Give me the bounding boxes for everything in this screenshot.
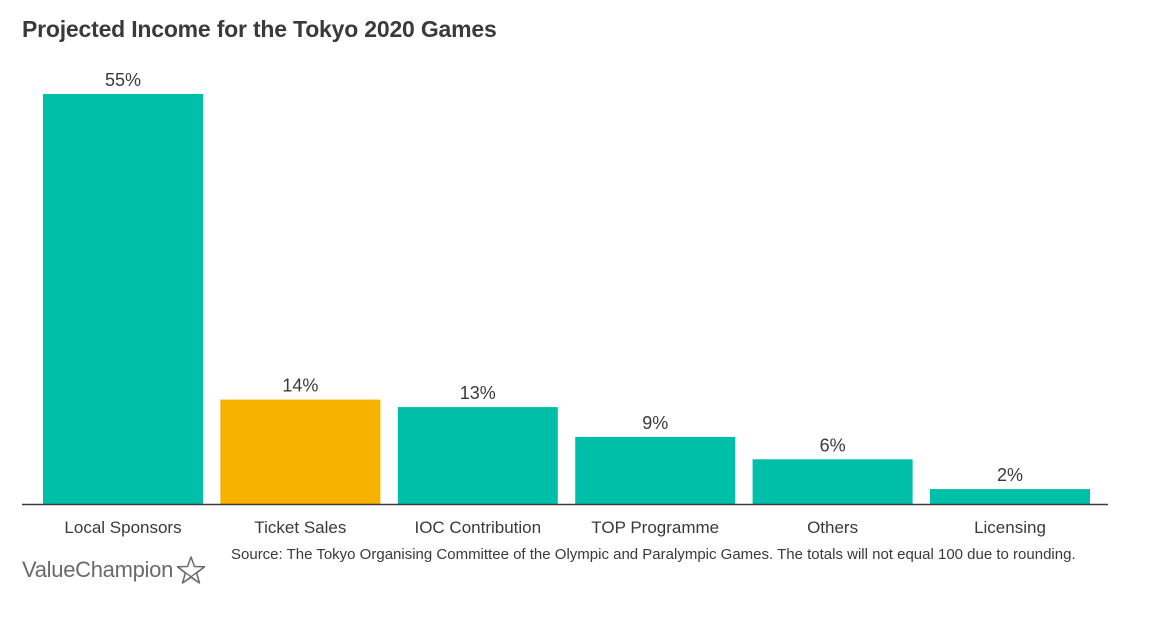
- bar-ioc-contribution: [397, 407, 558, 504]
- category-label: Others: [807, 518, 858, 537]
- brand-logo: ValueChampion: [22, 555, 206, 585]
- source-note: Source: The Tokyo Organising Committee o…: [231, 546, 1076, 563]
- bar-licensing: [930, 489, 1090, 504]
- bar-chart: 55% 14% 13% 9% 6% 2% Local Sponsors Ticket Sal…: [22, 70, 1108, 537]
- value-labels-group: 55% 14% 13% 9% 6% 2%: [105, 70, 1023, 485]
- category-label: Local Sponsors: [64, 518, 181, 537]
- bars-group: [43, 94, 1090, 504]
- value-label: 14%: [282, 376, 318, 396]
- value-label: 55%: [105, 70, 141, 90]
- bar-local-sponsors: [43, 94, 203, 504]
- category-label: TOP Programme: [591, 518, 719, 537]
- category-labels-group: Local Sponsors Ticket Sales IOC Contributi…: [64, 518, 1046, 537]
- bar-ticket-sales: [220, 399, 381, 504]
- category-label: Licensing: [974, 518, 1046, 537]
- star-outline-icon: [176, 556, 206, 584]
- bar-others: [752, 459, 913, 504]
- value-label: 13%: [460, 383, 496, 403]
- category-label: IOC Contribution: [414, 518, 541, 537]
- brand-name: ValueChampion: [22, 557, 174, 582]
- value-label: 2%: [997, 465, 1023, 485]
- category-label: Ticket Sales: [254, 518, 346, 537]
- value-label: 9%: [642, 413, 668, 433]
- value-label: 6%: [820, 435, 846, 455]
- bar-top-programme: [575, 436, 736, 504]
- chart-title: Projected Income for the Tokyo 2020 Game…: [22, 16, 497, 42]
